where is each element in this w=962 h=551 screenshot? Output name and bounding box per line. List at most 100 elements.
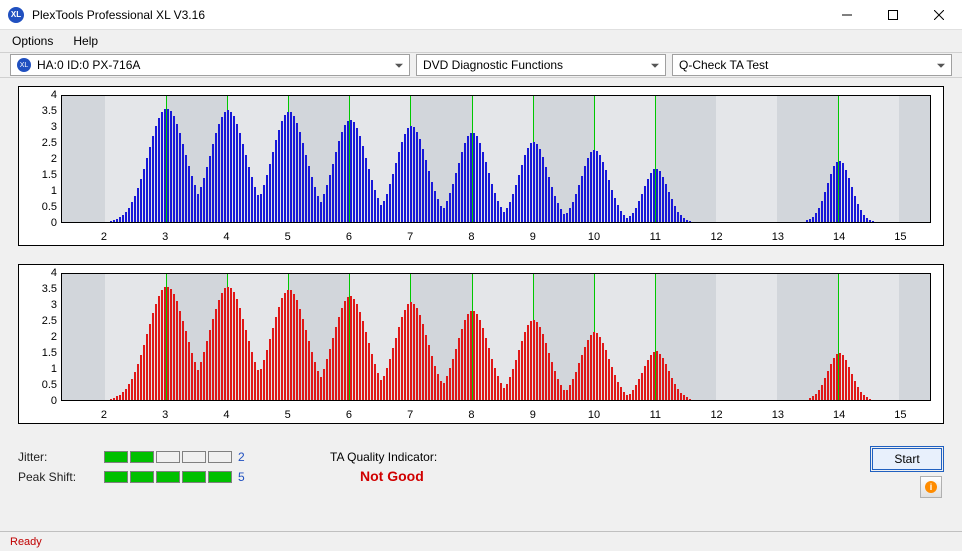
histogram-bar — [464, 320, 466, 400]
maximize-button[interactable] — [870, 0, 916, 30]
histogram-bar — [362, 321, 364, 400]
histogram-bar — [491, 184, 493, 222]
histogram-bar — [557, 203, 559, 222]
minimize-button[interactable] — [824, 0, 870, 30]
x-axis-label: 5 — [285, 409, 291, 421]
y-axis-label: 2 — [19, 331, 57, 343]
meter-segment — [182, 451, 206, 463]
histogram-bar — [188, 342, 190, 400]
histogram-bar — [848, 178, 850, 222]
histogram-bar — [521, 165, 523, 222]
histogram-bar — [407, 304, 409, 400]
histogram-bar — [413, 304, 415, 400]
histogram-bar — [620, 211, 622, 222]
start-button[interactable]: Start — [872, 448, 942, 470]
histogram-bar — [251, 352, 253, 400]
diagnostic-select[interactable]: DVD Diagnostic Functions — [416, 54, 666, 76]
chart-bg-stripe — [716, 96, 777, 222]
histogram-bar — [221, 117, 223, 222]
histogram-bar — [512, 369, 514, 400]
histogram-bar — [500, 383, 502, 400]
device-select[interactable]: XL HA:0 ID:0 PX-716A — [10, 54, 410, 76]
y-axis-label: 3 — [19, 299, 57, 311]
histogram-bar — [581, 176, 583, 222]
histogram-bar — [209, 330, 211, 400]
histogram-bar — [506, 208, 508, 222]
histogram-bar — [842, 355, 844, 400]
chart-bottom: 00.511.522.533.5423456789101112131415 — [18, 264, 944, 424]
histogram-bar — [368, 169, 370, 222]
histogram-bar — [413, 127, 415, 222]
histogram-bar — [215, 309, 217, 400]
histogram-bar — [572, 379, 574, 400]
histogram-bar — [401, 317, 403, 400]
histogram-bar — [143, 345, 145, 400]
histogram-bar — [119, 395, 121, 400]
histogram-bar — [197, 194, 199, 222]
histogram-bar — [329, 349, 331, 400]
histogram-bar — [863, 215, 865, 222]
histogram-bar — [146, 158, 148, 222]
histogram-bar — [173, 116, 175, 222]
histogram-bar — [164, 287, 166, 400]
histogram-bar — [578, 363, 580, 400]
histogram-bar — [455, 349, 457, 400]
histogram-bar — [608, 359, 610, 400]
histogram-bar — [305, 330, 307, 400]
info-button[interactable]: i — [920, 476, 942, 498]
histogram-bar — [248, 341, 250, 400]
histogram-bar — [137, 188, 139, 222]
histogram-bar — [191, 176, 193, 222]
x-axis-label: 15 — [894, 231, 906, 243]
histogram-bar — [170, 289, 172, 400]
histogram-bar — [515, 185, 517, 222]
histogram-bar — [416, 132, 418, 222]
histogram-bar — [533, 142, 535, 222]
histogram-bar — [368, 343, 370, 400]
meter-segment — [208, 471, 232, 483]
histogram-bar — [350, 296, 352, 400]
histogram-bar — [167, 109, 169, 222]
histogram-bar — [404, 310, 406, 400]
chart-bg-stripe — [716, 274, 777, 400]
histogram-bar — [857, 204, 859, 222]
close-button[interactable] — [916, 0, 962, 30]
status-bar: Ready — [0, 531, 962, 551]
histogram-bar — [143, 169, 145, 222]
histogram-bar — [581, 355, 583, 400]
histogram-bar — [668, 192, 670, 222]
histogram-bar — [689, 399, 691, 400]
menu-help[interactable]: Help — [65, 32, 106, 50]
histogram-bar — [509, 377, 511, 400]
histogram-bar — [200, 187, 202, 222]
histogram-bar — [215, 133, 217, 222]
y-axis-label: 2.5 — [19, 315, 57, 327]
histogram-bar — [488, 173, 490, 222]
histogram-bar — [116, 219, 118, 222]
histogram-bar — [683, 218, 685, 222]
histogram-bar — [353, 299, 355, 401]
x-axis-label: 2 — [101, 409, 107, 421]
diagnostic-select-value: DVD Diagnostic Functions — [423, 58, 563, 72]
histogram-bar — [338, 317, 340, 400]
histogram-bar — [545, 167, 547, 222]
histogram-bar — [236, 299, 238, 400]
histogram-bar — [203, 352, 205, 400]
chart-top-plot — [61, 95, 931, 223]
menu-options[interactable]: Options — [4, 32, 61, 50]
histogram-bar — [359, 136, 361, 222]
histogram-bar — [611, 367, 613, 400]
histogram-bar — [650, 355, 652, 400]
histogram-bar — [458, 163, 460, 223]
histogram-bar — [275, 317, 277, 400]
histogram-bar — [566, 213, 568, 222]
histogram-bar — [656, 351, 658, 400]
qcheck-select[interactable]: Q-Check TA Test — [672, 54, 952, 76]
histogram-bar — [839, 161, 841, 222]
histogram-bar — [371, 180, 373, 222]
histogram-bar — [152, 136, 154, 222]
histogram-bar — [218, 124, 220, 222]
histogram-bar — [353, 122, 355, 222]
histogram-bar — [473, 133, 475, 222]
chart-area: 00.511.522.533.5423456789101112131415 00… — [0, 78, 962, 446]
